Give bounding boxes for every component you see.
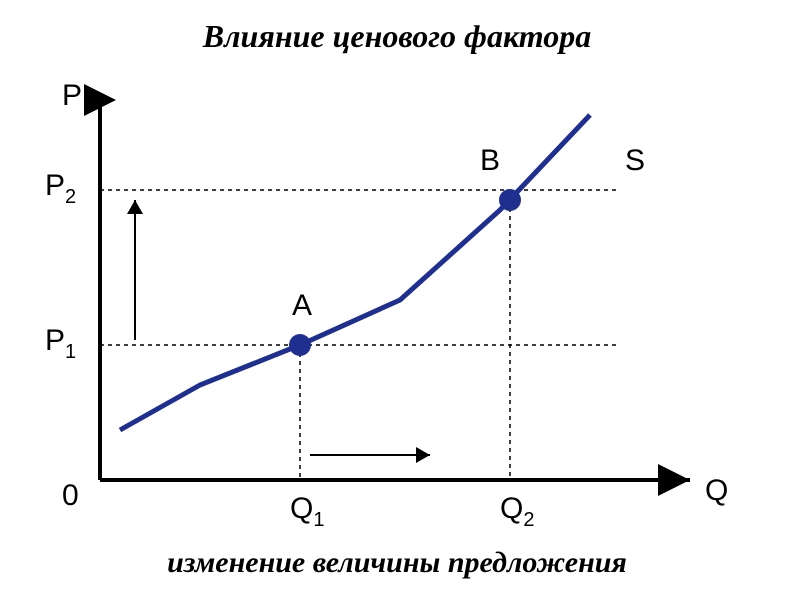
label-p: P xyxy=(62,79,82,112)
chart-caption: изменение величины предложения xyxy=(0,546,794,580)
label-q: Q xyxy=(705,474,728,507)
point-a xyxy=(289,334,311,356)
label-p1: P1 xyxy=(45,324,76,363)
label-a: A xyxy=(292,289,312,322)
point-b xyxy=(499,189,521,211)
label-p2: P2 xyxy=(45,169,76,208)
supply-chart: P P2 P1 0 Q1 Q2 Q A B S xyxy=(0,0,794,595)
supply-curve xyxy=(120,115,590,430)
label-q1: Q1 xyxy=(290,492,324,531)
label-s: S xyxy=(625,144,645,177)
label-origin: 0 xyxy=(62,479,79,512)
label-b: B xyxy=(480,144,500,177)
label-q2: Q2 xyxy=(500,492,534,531)
